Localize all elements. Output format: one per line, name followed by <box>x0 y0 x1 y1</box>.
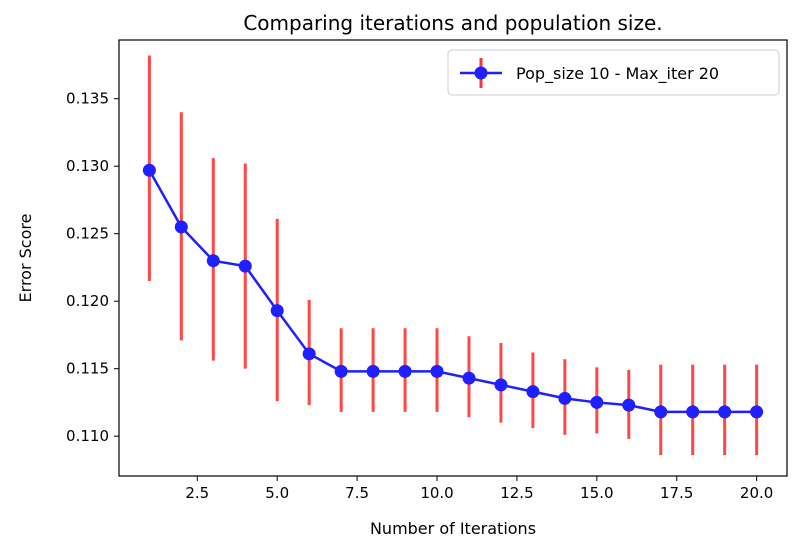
data-point <box>558 391 572 405</box>
y-tick-label: 0.115 <box>66 360 109 378</box>
data-point <box>206 254 220 268</box>
data-point <box>622 398 636 412</box>
x-tick-label: 5.0 <box>265 484 289 502</box>
data-point <box>238 259 252 273</box>
y-tick-label: 0.130 <box>66 157 109 175</box>
series-line <box>148 169 757 414</box>
data-point <box>174 220 188 234</box>
x-tick-label: 10.0 <box>420 484 453 502</box>
errorbars-group <box>147 55 759 456</box>
legend-marker-sample <box>474 66 488 80</box>
plot-frame <box>118 39 788 477</box>
y-tick-label: 0.125 <box>66 225 109 243</box>
y-tick-label: 0.135 <box>66 90 109 108</box>
data-point <box>270 304 284 318</box>
x-tick-label: 20.0 <box>740 484 773 502</box>
legend-box <box>447 49 780 96</box>
data-point <box>654 405 668 419</box>
data-point <box>494 378 508 392</box>
legend-label: Pop_size 10 - Max_iter 20 <box>516 64 719 84</box>
y-tick-label: 0.110 <box>66 427 109 445</box>
chart-title: Comparing iterations and population size… <box>243 11 662 35</box>
data-point <box>334 364 348 378</box>
data-point <box>302 347 316 361</box>
x-tick-label: 15.0 <box>580 484 613 502</box>
y-axis-label: Error Score <box>16 214 35 303</box>
x-axis-label: Number of Iterations <box>370 519 536 538</box>
data-point <box>686 405 700 419</box>
data-point <box>750 405 764 419</box>
data-point <box>590 395 604 409</box>
x-tick-label: 17.5 <box>660 484 693 502</box>
x-tick-label: 12.5 <box>500 484 533 502</box>
x-axis-ticks: 2.5 5.0 7.5 10.0 12.5 15.0 17.5 20.0 <box>185 476 773 502</box>
data-point <box>142 163 156 177</box>
markers-group <box>142 163 764 419</box>
x-tick-label: 7.5 <box>345 484 369 502</box>
x-tick-label: 2.5 <box>185 484 209 502</box>
y-tick-label: 0.120 <box>66 292 109 310</box>
data-point <box>526 385 540 399</box>
data-point <box>398 364 412 378</box>
legend: Pop_size 10 - Max_iter 20 <box>447 49 780 96</box>
y-axis-ticks: 0.110 0.115 0.120 0.125 0.130 0.135 <box>66 90 119 445</box>
data-point <box>430 364 444 378</box>
data-point <box>718 405 732 419</box>
data-point <box>462 371 476 385</box>
data-point <box>366 364 380 378</box>
